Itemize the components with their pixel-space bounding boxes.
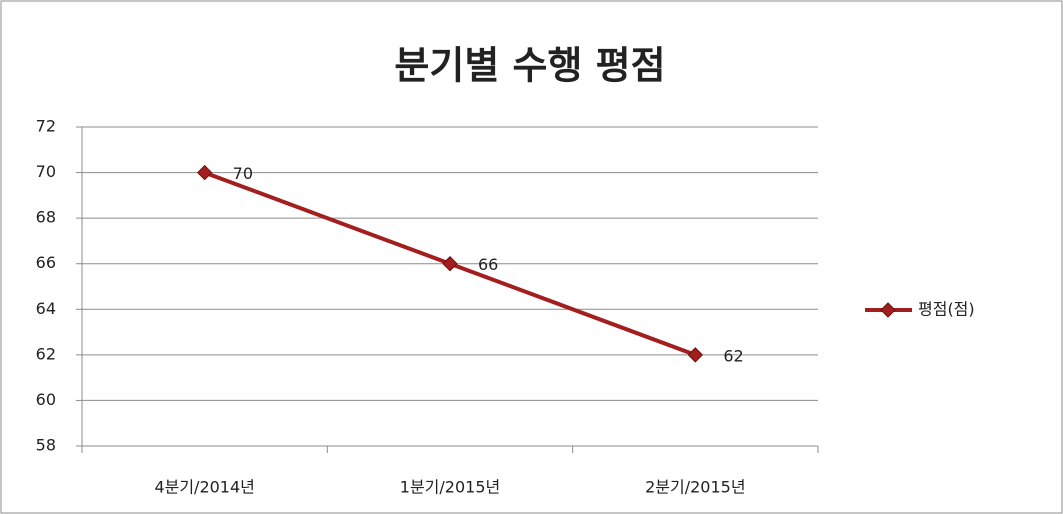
legend-label: 평점(점) [918,300,975,319]
y-tick-label: 72 [36,117,56,136]
data-label: 62 [723,346,743,365]
y-tick-label: 58 [36,436,56,455]
y-tick-label: 64 [36,299,56,318]
y-tick-label: 70 [36,162,56,181]
x-tick-label: 2분기/2015년 [645,478,745,497]
x-tick-label: 4분기/2014년 [154,478,254,497]
y-tick-label: 68 [36,208,56,227]
data-label: 70 [233,164,253,183]
y-tick-label: 62 [36,344,56,363]
y-tick-label: 60 [36,390,56,409]
chart-title: 분기별 수행 평점 [394,44,665,88]
data-label: 66 [478,255,498,274]
y-tick-label: 66 [36,253,56,272]
point-marker [687,347,704,363]
x-tick-label: 1분기/2015년 [400,478,500,497]
point-marker [196,164,213,181]
legend-marker [880,302,896,318]
point-marker [442,256,458,272]
